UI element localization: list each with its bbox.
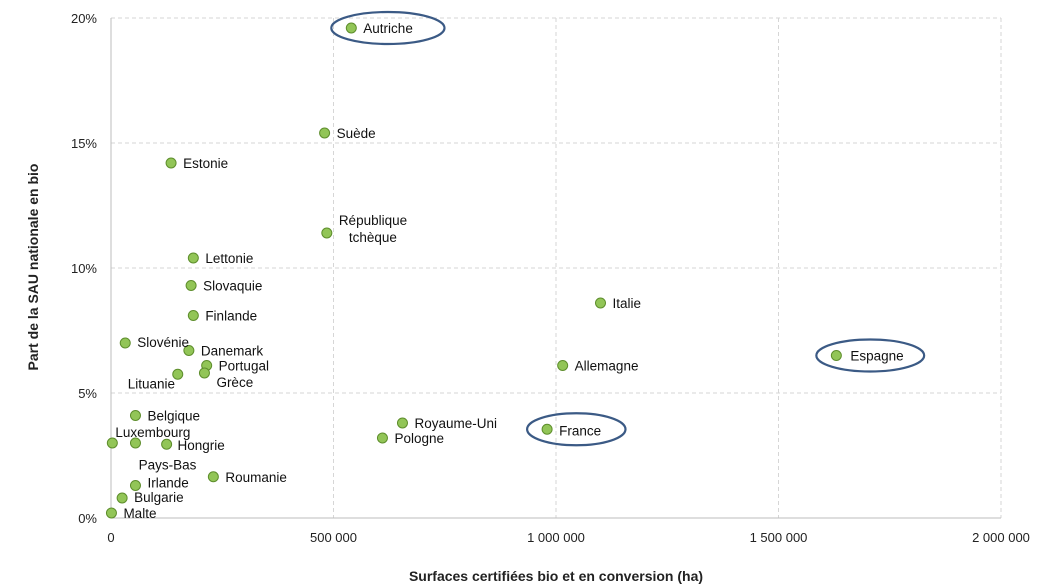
label-belgique: Belgique (147, 409, 200, 424)
y-tick-label: 15% (71, 136, 97, 151)
point-danemark (183, 345, 195, 356)
x-axis-title: Surfaces certifiées bio et en conversion… (409, 568, 703, 584)
label-espagne: Espagne (850, 349, 903, 364)
y-tick-label: 0% (78, 511, 97, 526)
point-italie (595, 297, 606, 309)
y-tick-label: 5% (78, 386, 97, 401)
point-luxembourg (106, 437, 118, 449)
x-tick-label: 1 500 000 (750, 530, 808, 545)
label-bulgarie: Bulgarie (134, 490, 184, 505)
label-suede: Suède (337, 126, 376, 141)
point-france (541, 423, 553, 435)
y-tick-label: 20% (71, 11, 97, 26)
label-estonie: Estonie (183, 156, 228, 171)
tick-labels: 0% 5% 10% 15% 20% 0 500 000 1 000 000 1 500 000 2… (71, 11, 1030, 545)
y-axis-title: Part de la SAU nationale en bio (25, 164, 41, 371)
label-luxembourg: Luxembourg (115, 425, 190, 440)
label-slovenie: Slovénie (137, 335, 189, 350)
label-danemark: Danemark (201, 344, 264, 359)
point-hongrie (129, 437, 141, 449)
label-republique-tcheque: République tchèque (339, 213, 407, 245)
point-slovenie (119, 337, 131, 349)
label-pologne: Pologne (394, 431, 444, 446)
label-malte: Malte (123, 506, 156, 521)
point-bulgarie (116, 492, 128, 504)
point-royaume-uni (396, 417, 408, 429)
point-suede (319, 127, 331, 139)
grid-lines (111, 17, 1002, 518)
x-tick-label: 1 000 000 (527, 530, 585, 545)
point-allemagne (557, 360, 569, 371)
point-lituanie (172, 368, 184, 380)
point-lettonie (187, 252, 199, 264)
highlight-ellipse-france (525, 412, 627, 447)
point-estonie (165, 157, 177, 169)
label-italie: Italie (613, 296, 642, 311)
point-belgique (129, 410, 141, 421)
x-tick-label: 500 000 (310, 530, 357, 545)
label-autriche: Autriche (363, 21, 413, 36)
label-grece: Grèce (216, 375, 253, 390)
point-pologne (376, 432, 388, 444)
axes (110, 18, 1001, 519)
point-finlande (187, 310, 199, 321)
label-hongrie: Hongrie (177, 438, 224, 453)
x-tick-label: 2 000 000 (972, 530, 1030, 545)
point-grece (198, 367, 210, 379)
highlight-ellipse-autriche (330, 10, 446, 46)
label-roumanie: Roumanie (225, 470, 287, 485)
label-irlande: Irlande (147, 476, 188, 491)
point-pays-bas (161, 438, 173, 450)
highlight-ellipse-espagne (815, 338, 926, 373)
label-lettonie: Lettonie (205, 251, 253, 266)
label-royaume-uni: Royaume-Uni (414, 416, 497, 431)
y-tick-label: 10% (71, 261, 97, 276)
point-roumanie (207, 471, 219, 483)
point-slovaquie (185, 280, 197, 291)
x-tick-label: 0 (107, 530, 114, 545)
point-republique-tcheque (321, 227, 333, 239)
label-lituanie: Lituanie (128, 376, 175, 391)
label-pays-bas: Pays-Bas (139, 457, 197, 472)
label-slovaquie: Slovaquie (203, 279, 262, 294)
point-espagne (830, 350, 842, 361)
point-irlande (129, 480, 141, 491)
label-france: France (559, 423, 601, 438)
point-labels: Autriche Suède Estonie République tchèque Let… (115, 21, 903, 521)
label-finlande: Finlande (205, 309, 257, 324)
label-portugal: Portugal (219, 359, 269, 374)
data-points (105, 22, 842, 519)
point-autriche (345, 22, 357, 34)
label-allemagne: Allemagne (575, 359, 639, 374)
highlight-ellipses (330, 10, 926, 447)
point-malte (105, 507, 117, 519)
